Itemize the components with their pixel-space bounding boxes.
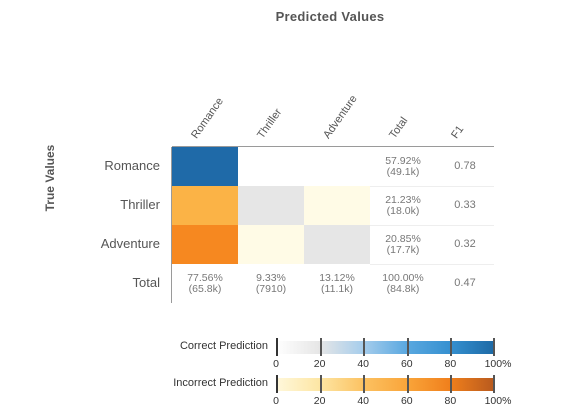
grid-border-left — [171, 147, 172, 303]
legend-tick-mark — [276, 338, 278, 356]
row-total: 21.23% (18.0k) — [370, 195, 436, 217]
legend-tick-label: 100% — [484, 358, 512, 370]
column-total: 77.56% (65.8k) — [172, 273, 238, 295]
column-total-pct: 9.33% — [256, 272, 286, 284]
row-header-adventure: Adventure — [100, 235, 160, 251]
legend-tick-label: 80 — [444, 358, 457, 370]
row-separator — [370, 225, 494, 226]
legend-tick-mark — [493, 338, 495, 356]
matrix-cell — [172, 225, 238, 264]
legend-tick-mark — [450, 338, 453, 356]
correct-color-bar — [276, 341, 494, 354]
row-header-romance: Romance — [104, 157, 160, 173]
matrix-cell — [238, 186, 304, 225]
column-total-pct: 77.56% — [187, 272, 223, 284]
grand-total: 100.00% (84.8k) — [370, 273, 436, 295]
column-header-total: Total — [387, 115, 411, 141]
column-total-count: (7910) — [255, 283, 287, 295]
f1-value: 0.33 — [454, 198, 476, 211]
f1-value: 0.47 — [454, 276, 476, 289]
chart-title: Predicted Values — [275, 9, 385, 24]
row-total: 57.92% (49.1k) — [370, 156, 436, 178]
row-header-total: Total — [132, 274, 160, 290]
row-total-pct: 20.85% — [385, 233, 421, 245]
column-header-f1: F1 — [449, 123, 467, 141]
matrix-cell — [172, 147, 238, 186]
legend-tick-label: 40 — [357, 358, 370, 370]
matrix-cell — [172, 186, 238, 225]
row-total-count: (18.0k) — [386, 205, 420, 217]
incorrect-prediction-label: Incorrect Prediction — [173, 377, 268, 389]
row-total-count: (17.7k) — [386, 244, 420, 256]
legend-tick-mark — [493, 375, 495, 393]
legend-tick-label: 20 — [313, 358, 326, 370]
legend-tick-mark — [450, 375, 453, 393]
legend-tick-label: 60 — [400, 358, 413, 370]
legend-tick-label: 60 — [400, 395, 413, 407]
matrix-cell — [238, 225, 304, 264]
grid-border-top — [172, 146, 494, 147]
legend-tick-mark — [363, 338, 366, 356]
matrix-cell — [304, 186, 370, 225]
row-separator — [370, 264, 494, 265]
column-header-romance: Romance — [189, 95, 227, 141]
column-header-thriller: Thriller — [255, 106, 285, 141]
correct-prediction-label: Correct Prediction — [179, 340, 268, 352]
column-total: 13.12% (11.1k) — [304, 273, 370, 295]
f1-value: 0.32 — [454, 237, 476, 250]
row-total-count: (49.1k) — [386, 166, 420, 178]
column-total-pct: 13.12% — [319, 272, 355, 284]
row-total-pct: 21.23% — [385, 194, 421, 206]
row-separator — [370, 186, 494, 187]
legend-tick-mark — [319, 338, 322, 356]
f1-value: 0.78 — [454, 159, 476, 172]
legend-tick-mark — [406, 338, 409, 356]
legend-tick-label: 80 — [444, 395, 457, 407]
legend-tick-mark — [276, 375, 278, 393]
legend-tick-label: 0 — [273, 395, 279, 407]
legend-tick-mark — [406, 375, 409, 393]
legend-tick-label: 0 — [273, 358, 279, 370]
grand-total-pct: 100.00% — [382, 272, 424, 284]
legend-tick-label: 100% — [484, 395, 512, 407]
legend-tick-label: 40 — [357, 395, 370, 407]
legend-tick-mark — [319, 375, 322, 393]
row-header-thriller: Thriller — [120, 196, 160, 212]
grand-total-count: (84.8k) — [386, 283, 420, 295]
column-header-adventure: Adventure — [321, 93, 360, 141]
legend-tick-mark — [363, 375, 366, 393]
incorrect-color-bar — [276, 378, 494, 391]
matrix-cell — [238, 147, 304, 186]
matrix-cell — [304, 147, 370, 186]
column-total-count: (65.8k) — [188, 283, 222, 295]
legend-tick-label: 20 — [313, 395, 326, 407]
matrix-cell — [304, 225, 370, 264]
column-total-count: (11.1k) — [321, 283, 353, 295]
row-total-pct: 57.92% — [385, 155, 421, 167]
row-total: 20.85% (17.7k) — [370, 234, 436, 256]
column-total: 9.33% (7910) — [238, 273, 304, 295]
